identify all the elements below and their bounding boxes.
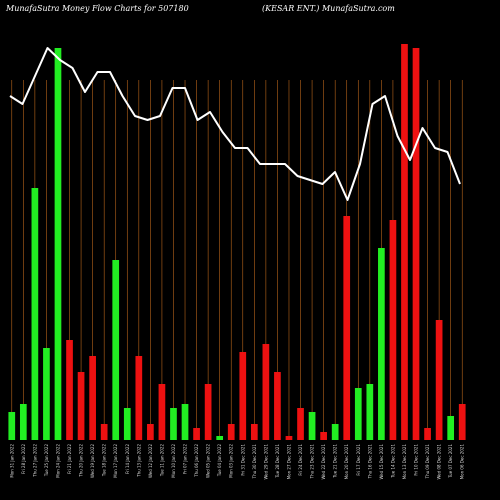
tick-label: Wed 19 Jan 2022 bbox=[90, 444, 95, 478]
tick-label: Tue 14 Dec 2021 bbox=[390, 444, 395, 479]
date-tick-labels: Mon 31 Jan 2022 Fri 28 Jan 2022 Thu 27 Jan… bbox=[9, 444, 464, 480]
money-flow-bar bbox=[100, 424, 108, 440]
money-flow-bar bbox=[412, 48, 420, 440]
money-flow-bar bbox=[435, 320, 443, 440]
tick-label: Fri 07 Jan 2022 bbox=[183, 444, 188, 474]
money-flow-bar bbox=[112, 260, 120, 440]
tick-label: Wed 15 Dec 2021 bbox=[379, 444, 384, 480]
money-flow-bar bbox=[54, 48, 62, 440]
money-flow-bar bbox=[285, 436, 293, 440]
money-flow-bar bbox=[204, 384, 212, 440]
tick-label: Thu 16 Dec 2021 bbox=[367, 444, 372, 480]
tick-label: Wed 08 Dec 2021 bbox=[437, 444, 442, 480]
money-flow-bar bbox=[158, 384, 166, 440]
money-flow-bar bbox=[77, 372, 85, 440]
money-flow-bar bbox=[401, 44, 408, 440]
money-flow-bar bbox=[43, 348, 50, 440]
tick-label: Tue 21 Dec 2021 bbox=[333, 444, 338, 479]
money-flow-bar bbox=[331, 424, 339, 440]
tick-label: Fri 14 Jan 2022 bbox=[125, 444, 130, 474]
tick-label: Fri 24 Dec 2021 bbox=[298, 444, 303, 476]
chart-title-left: MunafaSutra Money Flow Charts for 507180 bbox=[5, 4, 189, 13]
money-flow-bars bbox=[8, 44, 466, 440]
price-line-layer bbox=[9, 47, 461, 201]
money-flow-bar bbox=[170, 408, 177, 440]
chart-title-right: (KESAR ENT.) MunafaSutra.com bbox=[262, 4, 395, 13]
tick-label: Mon 27 Dec 2021 bbox=[286, 444, 291, 480]
tick-label: Tue 07 Dec 2021 bbox=[448, 444, 453, 479]
tick-label: Tue 28 Dec 2021 bbox=[275, 444, 280, 479]
money-flow-bar bbox=[262, 344, 270, 440]
money-flow-bar bbox=[89, 356, 96, 440]
money-flow-bar bbox=[366, 384, 374, 440]
tick-label: Thu 23 Dec 2021 bbox=[310, 444, 315, 480]
tick-label: Mon 31 Jan 2022 bbox=[9, 444, 14, 478]
money-flow-bar bbox=[227, 424, 235, 440]
money-flow-bar bbox=[354, 388, 362, 440]
tick-label: Mon 10 Jan 2022 bbox=[171, 444, 176, 478]
tick-label: Fri 31 Dec 2021 bbox=[240, 444, 245, 476]
money-flow-bar bbox=[31, 188, 39, 440]
tick-label: Fri 17 Dec 2021 bbox=[356, 444, 361, 476]
money-flow-bar bbox=[389, 220, 397, 440]
money-flow-bar bbox=[147, 424, 154, 440]
tick-label: Mon 17 Jan 2022 bbox=[113, 444, 118, 478]
tick-label: Tue 18 Jan 2022 bbox=[102, 444, 107, 478]
tick-label: Mon 03 Jan 2022 bbox=[229, 444, 234, 478]
money-flow-bar bbox=[458, 404, 466, 440]
tick-label: Tue 25 Jan 2022 bbox=[44, 444, 49, 478]
tick-label: Mon 13 Dec 2021 bbox=[402, 444, 407, 480]
tick-label: Wed 12 Jan 2022 bbox=[148, 444, 153, 478]
tick-label: Fri 21 Jan 2022 bbox=[67, 444, 72, 474]
tick-label: Tue 04 Jan 2022 bbox=[217, 444, 222, 478]
money-flow-bar bbox=[123, 408, 131, 440]
money-flow-bar bbox=[181, 404, 189, 440]
money-flow-bar bbox=[216, 436, 224, 440]
tick-label: Wed 05 Jan 2022 bbox=[206, 444, 211, 478]
tick-label: Thu 09 Dec 2021 bbox=[425, 444, 430, 480]
tick-label: Tue 11 Jan 2022 bbox=[159, 444, 164, 478]
tick-label: Fri 10 Dec 2021 bbox=[414, 444, 419, 476]
money-flow-bar bbox=[135, 356, 143, 440]
tick-label: Thu 27 Jan 2022 bbox=[32, 444, 37, 478]
money-flow-bar bbox=[424, 428, 431, 440]
tick-label: Thu 06 Jan 2022 bbox=[194, 444, 199, 478]
tick-label: Wed 22 Dec 2021 bbox=[321, 444, 326, 480]
money-flow-bar bbox=[378, 248, 385, 440]
money-flow-bar bbox=[320, 432, 327, 440]
tick-label: Mon 06 Dec 2021 bbox=[460, 444, 465, 480]
tick-label: Fri 28 Jan 2022 bbox=[21, 444, 26, 474]
tick-label: Thu 30 Dec 2021 bbox=[252, 444, 257, 480]
tick-label: Thu 20 Jan 2022 bbox=[79, 444, 84, 478]
tick-label: Wed 29 Dec 2021 bbox=[263, 444, 268, 480]
money-flow-bar bbox=[447, 416, 455, 440]
tick-label: Mon 24 Jan 2022 bbox=[55, 444, 60, 478]
money-flow-bar bbox=[193, 428, 200, 440]
money-flow-bar bbox=[308, 412, 316, 440]
money-flow-bar bbox=[297, 408, 304, 440]
tick-label: Mon 20 Dec 2021 bbox=[344, 444, 349, 480]
tick-label: Thu 13 Jan 2022 bbox=[136, 444, 141, 478]
money-flow-bar bbox=[239, 352, 247, 440]
money-flow-bar bbox=[274, 372, 281, 440]
money-flow-bar bbox=[19, 404, 27, 440]
money-flow-bar bbox=[343, 216, 351, 440]
money-flow-bar bbox=[250, 424, 258, 440]
money-flow-bar bbox=[8, 412, 16, 440]
price-line bbox=[9, 47, 461, 201]
money-flow-bar bbox=[66, 340, 73, 440]
